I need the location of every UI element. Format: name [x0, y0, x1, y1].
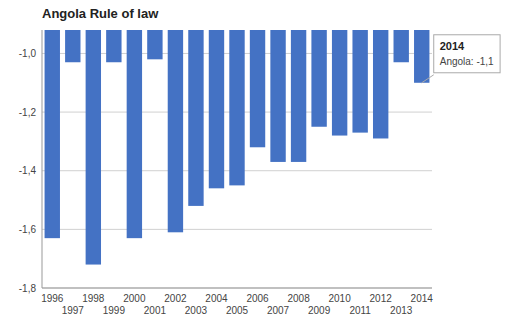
bar: [332, 30, 347, 136]
bar: [352, 30, 367, 133]
y-axis-line: [42, 30, 43, 288]
x-tick-label: 1999: [103, 305, 126, 316]
bar: [291, 30, 306, 162]
bar: [86, 30, 101, 265]
x-tick-label: 2012: [370, 293, 393, 304]
bar: [270, 30, 285, 162]
x-tick-label: 2004: [205, 293, 228, 304]
bar: [250, 30, 265, 147]
y-tick-label: -1,2: [19, 107, 37, 118]
bars: [45, 30, 430, 265]
x-axis-line: [42, 288, 432, 289]
x-tick-label: 2013: [390, 305, 413, 316]
x-tick-label: 2007: [267, 305, 290, 316]
x-tick-label: 1998: [82, 293, 105, 304]
tooltip-title: 2014: [440, 40, 465, 52]
title: Angola Rule of law: [42, 6, 159, 21]
x-tick-label: 2002: [164, 293, 187, 304]
bar: [188, 30, 203, 206]
chart-container: Angola Rule of law -1,0 -1,2 -1,4 -1,6 -1,8 19…: [0, 0, 522, 330]
bar: [373, 30, 388, 138]
grid-line: [42, 288, 432, 289]
y-tick-label: -1,0: [19, 48, 37, 59]
bar: [229, 30, 244, 185]
bar: [414, 30, 429, 83]
tooltip-box: [434, 35, 500, 73]
x-tick-label: 2009: [308, 305, 331, 316]
bar: [311, 30, 326, 127]
x-tick-label: 2010: [329, 293, 352, 304]
bar: [127, 30, 142, 238]
x-tick-label: 2001: [144, 305, 167, 316]
bar: [168, 30, 183, 232]
x-tick-label: 2011: [349, 305, 371, 316]
x-tick-label: 2003: [185, 305, 208, 316]
bar: [209, 30, 224, 188]
tooltip-text: Angola: -1,1: [440, 56, 494, 67]
bar: [147, 30, 162, 59]
tooltip-connector: [422, 75, 434, 83]
bar: [394, 30, 409, 62]
x-tick-label: 2005: [226, 305, 249, 316]
x-tick-label: 2006: [246, 293, 269, 304]
x-tick-label: 1996: [41, 293, 64, 304]
x-tick-label: 2000: [123, 293, 146, 304]
y-tick-label: -1,8: [19, 283, 37, 294]
tooltip: 2014 Angola: -1,1: [422, 35, 500, 83]
x-tick-label: 2008: [287, 293, 310, 304]
x-tick-label: 1997: [62, 305, 85, 316]
bar: [106, 30, 121, 62]
y-tick-label: -1,4: [19, 165, 37, 176]
chart: Angola Rule of law -1,0 -1,2 -1,4 -1,6 -1,8 19…: [0, 0, 522, 330]
bar: [45, 30, 60, 238]
bar: [65, 30, 80, 62]
x-tick-label: 2014: [411, 293, 434, 304]
y-tick-label: -1,6: [19, 224, 37, 235]
